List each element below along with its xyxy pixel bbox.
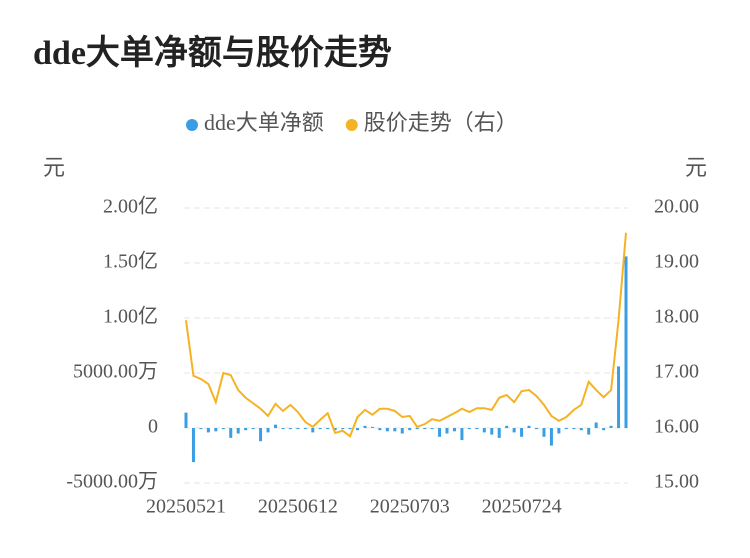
y-tick-label: 0 [148,416,158,438]
bar [259,428,263,442]
bar [520,428,524,437]
y2-tick-label: 19.00 [654,251,699,273]
legend-marker [186,119,198,131]
x-tick-label: 20250521 [146,496,226,518]
y2-tick-label: 15.00 [654,471,699,493]
bar [318,428,322,430]
bar [594,422,598,428]
bar [393,428,397,432]
bar [206,428,210,433]
bar [244,428,248,431]
bar [617,366,621,428]
chart-title: dde大单净额与股价走势 [33,34,392,72]
bar [385,428,389,432]
bar [378,428,382,431]
legend-label: 股价走势（右） [364,110,518,135]
y2-tick-label: 16.00 [654,416,699,438]
bar [363,425,367,428]
y2-tick-label: 20.00 [654,196,699,218]
y-tick-label: 1.00亿 [103,305,158,328]
bar [452,428,456,432]
bar [430,428,434,430]
y-tick-label: -5000.00万 [66,471,158,493]
bar [564,428,568,430]
bar [624,256,628,428]
bar [482,428,486,433]
bar [296,428,300,430]
bar [333,428,337,431]
bar [490,428,494,435]
bar [445,428,449,434]
bar [557,428,561,434]
y-tick-label: 1.50亿 [103,250,158,273]
x-tick-label: 20250703 [370,496,450,518]
y-tick-label: 2.00亿 [103,195,158,218]
bar [303,428,307,430]
bar [579,428,583,431]
bar [467,428,471,430]
bar [348,428,352,430]
bar [512,428,516,433]
price-line [185,232,627,438]
bar [535,428,539,430]
bar [311,428,315,433]
bar [326,428,330,430]
y2-axis-label: 元 [685,155,707,180]
bar [609,425,613,428]
bar [236,428,240,434]
bar [475,428,479,430]
bar [460,428,464,441]
bar [400,428,404,434]
bar [527,425,531,428]
bar [191,428,195,463]
y2-tick-label: 17.00 [654,361,699,383]
bar [505,425,509,428]
legend-marker [345,119,358,131]
bar [341,428,345,430]
bar [229,428,233,438]
bar [587,428,591,435]
bar [273,424,277,428]
bar [214,428,218,432]
bar [602,428,606,431]
bar [423,428,427,430]
bar [251,428,255,430]
bar [497,428,501,438]
bar [281,428,285,430]
bar [542,428,546,437]
y-tick-label: 5000.00万 [73,361,158,383]
bar [438,428,442,437]
bar [370,426,374,428]
bar [199,428,203,430]
x-tick-label: 20250724 [482,496,562,518]
bar [184,412,188,428]
bar [221,428,225,430]
bar [408,428,412,431]
y2-tick-label: 18.00 [654,306,699,328]
bar [572,428,576,430]
legend-label: dde大单净额 [204,110,324,135]
bar [415,428,419,430]
bar [549,428,553,446]
bar [356,428,360,431]
bar [266,428,270,433]
y-axis-label: 元 [43,155,65,180]
x-tick-label: 20250612 [258,496,338,518]
bar [288,428,292,430]
